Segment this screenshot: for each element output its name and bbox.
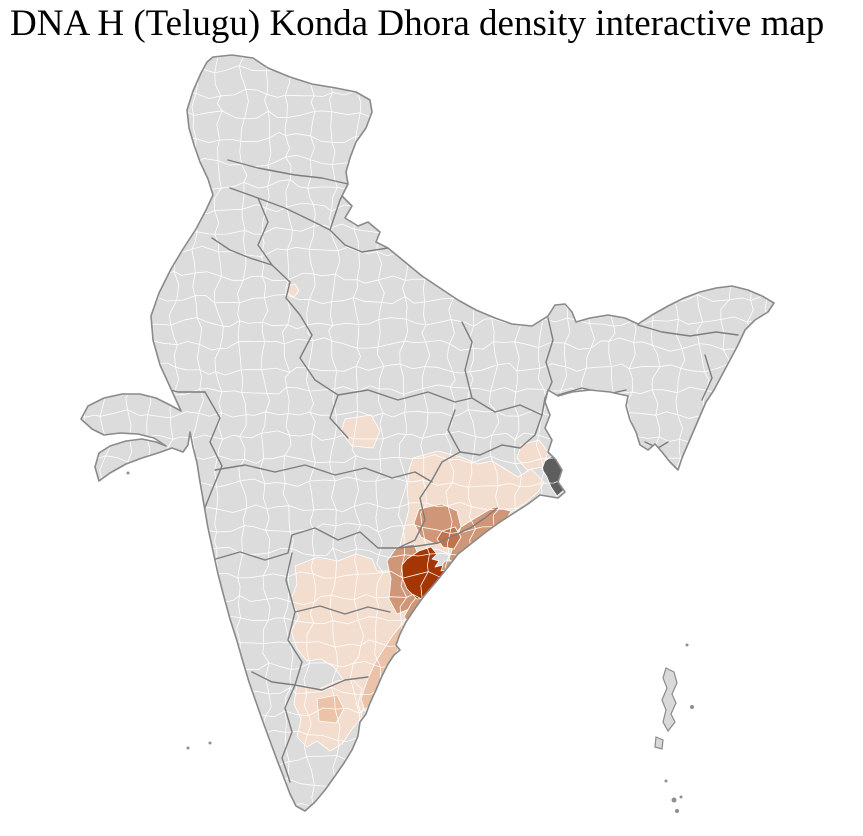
island-speck bbox=[671, 797, 677, 803]
island-speck bbox=[679, 795, 683, 799]
island bbox=[654, 736, 664, 750]
state-borders bbox=[151, 159, 739, 783]
island-speck bbox=[186, 746, 190, 750]
island-group bbox=[126, 471, 694, 813]
island-speck bbox=[208, 741, 212, 745]
india-landmass[interactable] bbox=[81, 55, 774, 811]
india-landmass-group bbox=[81, 55, 774, 811]
region-patch-central[interactable] bbox=[340, 414, 381, 449]
island bbox=[661, 667, 678, 733]
island-speck bbox=[685, 643, 689, 647]
island-speck bbox=[664, 779, 668, 783]
page-title: DNA H (Telugu) Konda Dhora density inter… bbox=[10, 3, 825, 44]
india-coastline bbox=[80, 54, 775, 812]
island-speck bbox=[675, 809, 679, 813]
island-speck bbox=[126, 471, 130, 475]
island-speck bbox=[690, 705, 694, 709]
